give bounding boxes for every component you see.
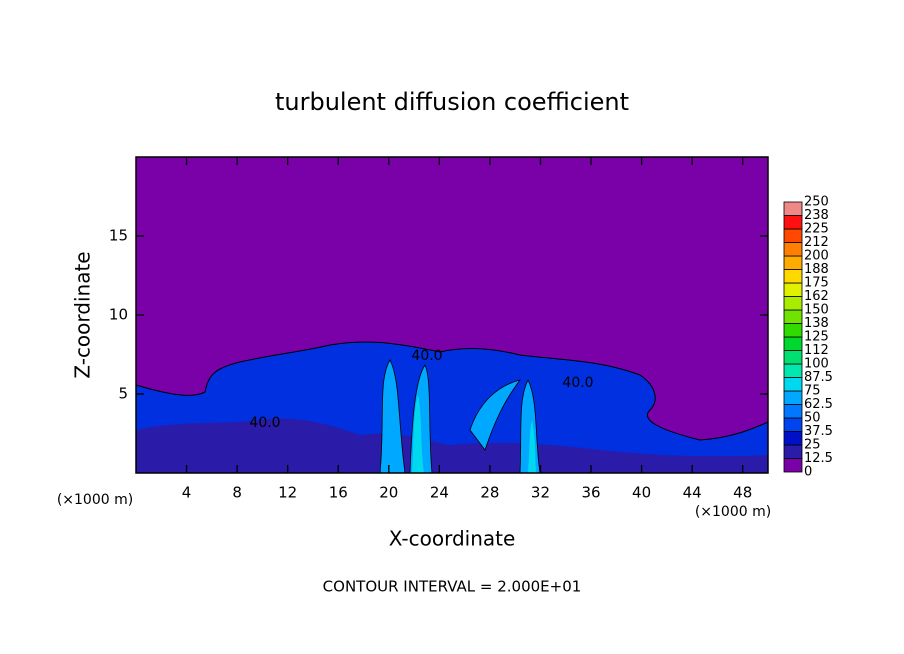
x-tick-label: 48 (733, 484, 752, 502)
colorbar-swatch (783, 431, 803, 446)
x-tick-label: 28 (480, 484, 499, 502)
colorbar-label: 250 (804, 195, 829, 210)
x-tick-label: 24 (430, 484, 449, 502)
colorbar-swatch (783, 228, 803, 243)
colorbar-swatch (783, 377, 803, 392)
colorbar-swatch (783, 444, 803, 459)
colorbar-label: 200 (804, 249, 829, 264)
x-tick-label: 16 (329, 484, 348, 502)
colorbar-label: 25 (804, 438, 821, 453)
x-tick-label: 4 (182, 484, 192, 502)
x-axis-title: X-coordinate (389, 527, 516, 551)
colorbar-label: 212 (804, 235, 829, 250)
x-tick-label: 36 (581, 484, 600, 502)
colorbar-swatch (783, 309, 803, 324)
colorbar-swatch (783, 458, 803, 473)
colorbar-label: 188 (804, 262, 829, 277)
contour-label: 40.0 (562, 375, 593, 391)
y-tick-label: 10 (109, 306, 128, 324)
chart-title: turbulent diffusion coefficient (275, 88, 629, 116)
colorbar-swatch (783, 336, 803, 351)
colorbar-swatch (783, 363, 803, 378)
y-tick-label: 15 (109, 227, 128, 245)
colorbar-swatch (783, 201, 803, 216)
colorbar-swatch (783, 282, 803, 297)
colorbar-swatch (783, 323, 803, 338)
colorbar-label: 150 (804, 303, 829, 318)
x-tick-label: 8 (232, 484, 242, 502)
y-tick-label: 5 (118, 385, 128, 403)
contour-label: 40.0 (411, 348, 442, 364)
x-tick-label: 40 (632, 484, 651, 502)
colorbar-label: 0 (804, 465, 812, 480)
colorbar-label: 162 (804, 289, 829, 304)
contour-label: 40.0 (249, 415, 280, 431)
x-tick-label: 12 (278, 484, 297, 502)
x-tick-label: 32 (531, 484, 550, 502)
x-unit: (×1000 m) (695, 504, 771, 520)
x-tick-label: 44 (683, 484, 702, 502)
colorbar-label: 75 (804, 384, 821, 399)
colorbar-swatch (783, 296, 803, 311)
colorbar-label: 100 (804, 357, 829, 372)
colorbar-swatch (783, 242, 803, 257)
field-region (136, 418, 768, 473)
colorbar-swatch (783, 390, 803, 405)
colorbar-label: 175 (804, 276, 829, 291)
colorbar-label: 238 (804, 208, 829, 223)
colorbar-label: 225 (804, 222, 829, 237)
colorbar-label: 125 (804, 330, 829, 345)
colorbar-label: 12.5 (804, 451, 833, 466)
colorbar-label: 50 (804, 411, 821, 426)
x-tick-label: 20 (379, 484, 398, 502)
field (135, 157, 769, 474)
colorbar-swatch (783, 417, 803, 432)
colorbar-swatch (783, 255, 803, 270)
colorbar-swatch (783, 269, 803, 284)
colorbar-label: 138 (804, 316, 829, 331)
footer-note: CONTOUR INTERVAL = 2.000E+01 (323, 578, 582, 596)
colorbar-swatch (783, 215, 803, 230)
colorbar-label: 112 (804, 343, 829, 358)
colorbar-swatch (783, 404, 803, 419)
colorbar-label: 37.5 (804, 424, 833, 439)
axes (136, 157, 768, 473)
colorbar-label: 87.5 (804, 370, 833, 385)
colorbar-swatch (783, 350, 803, 365)
x-unit: (×1000 m) (57, 492, 133, 508)
colorbar-label: 62.5 (804, 397, 833, 412)
y-axis-title: Z-coordinate (71, 251, 95, 378)
